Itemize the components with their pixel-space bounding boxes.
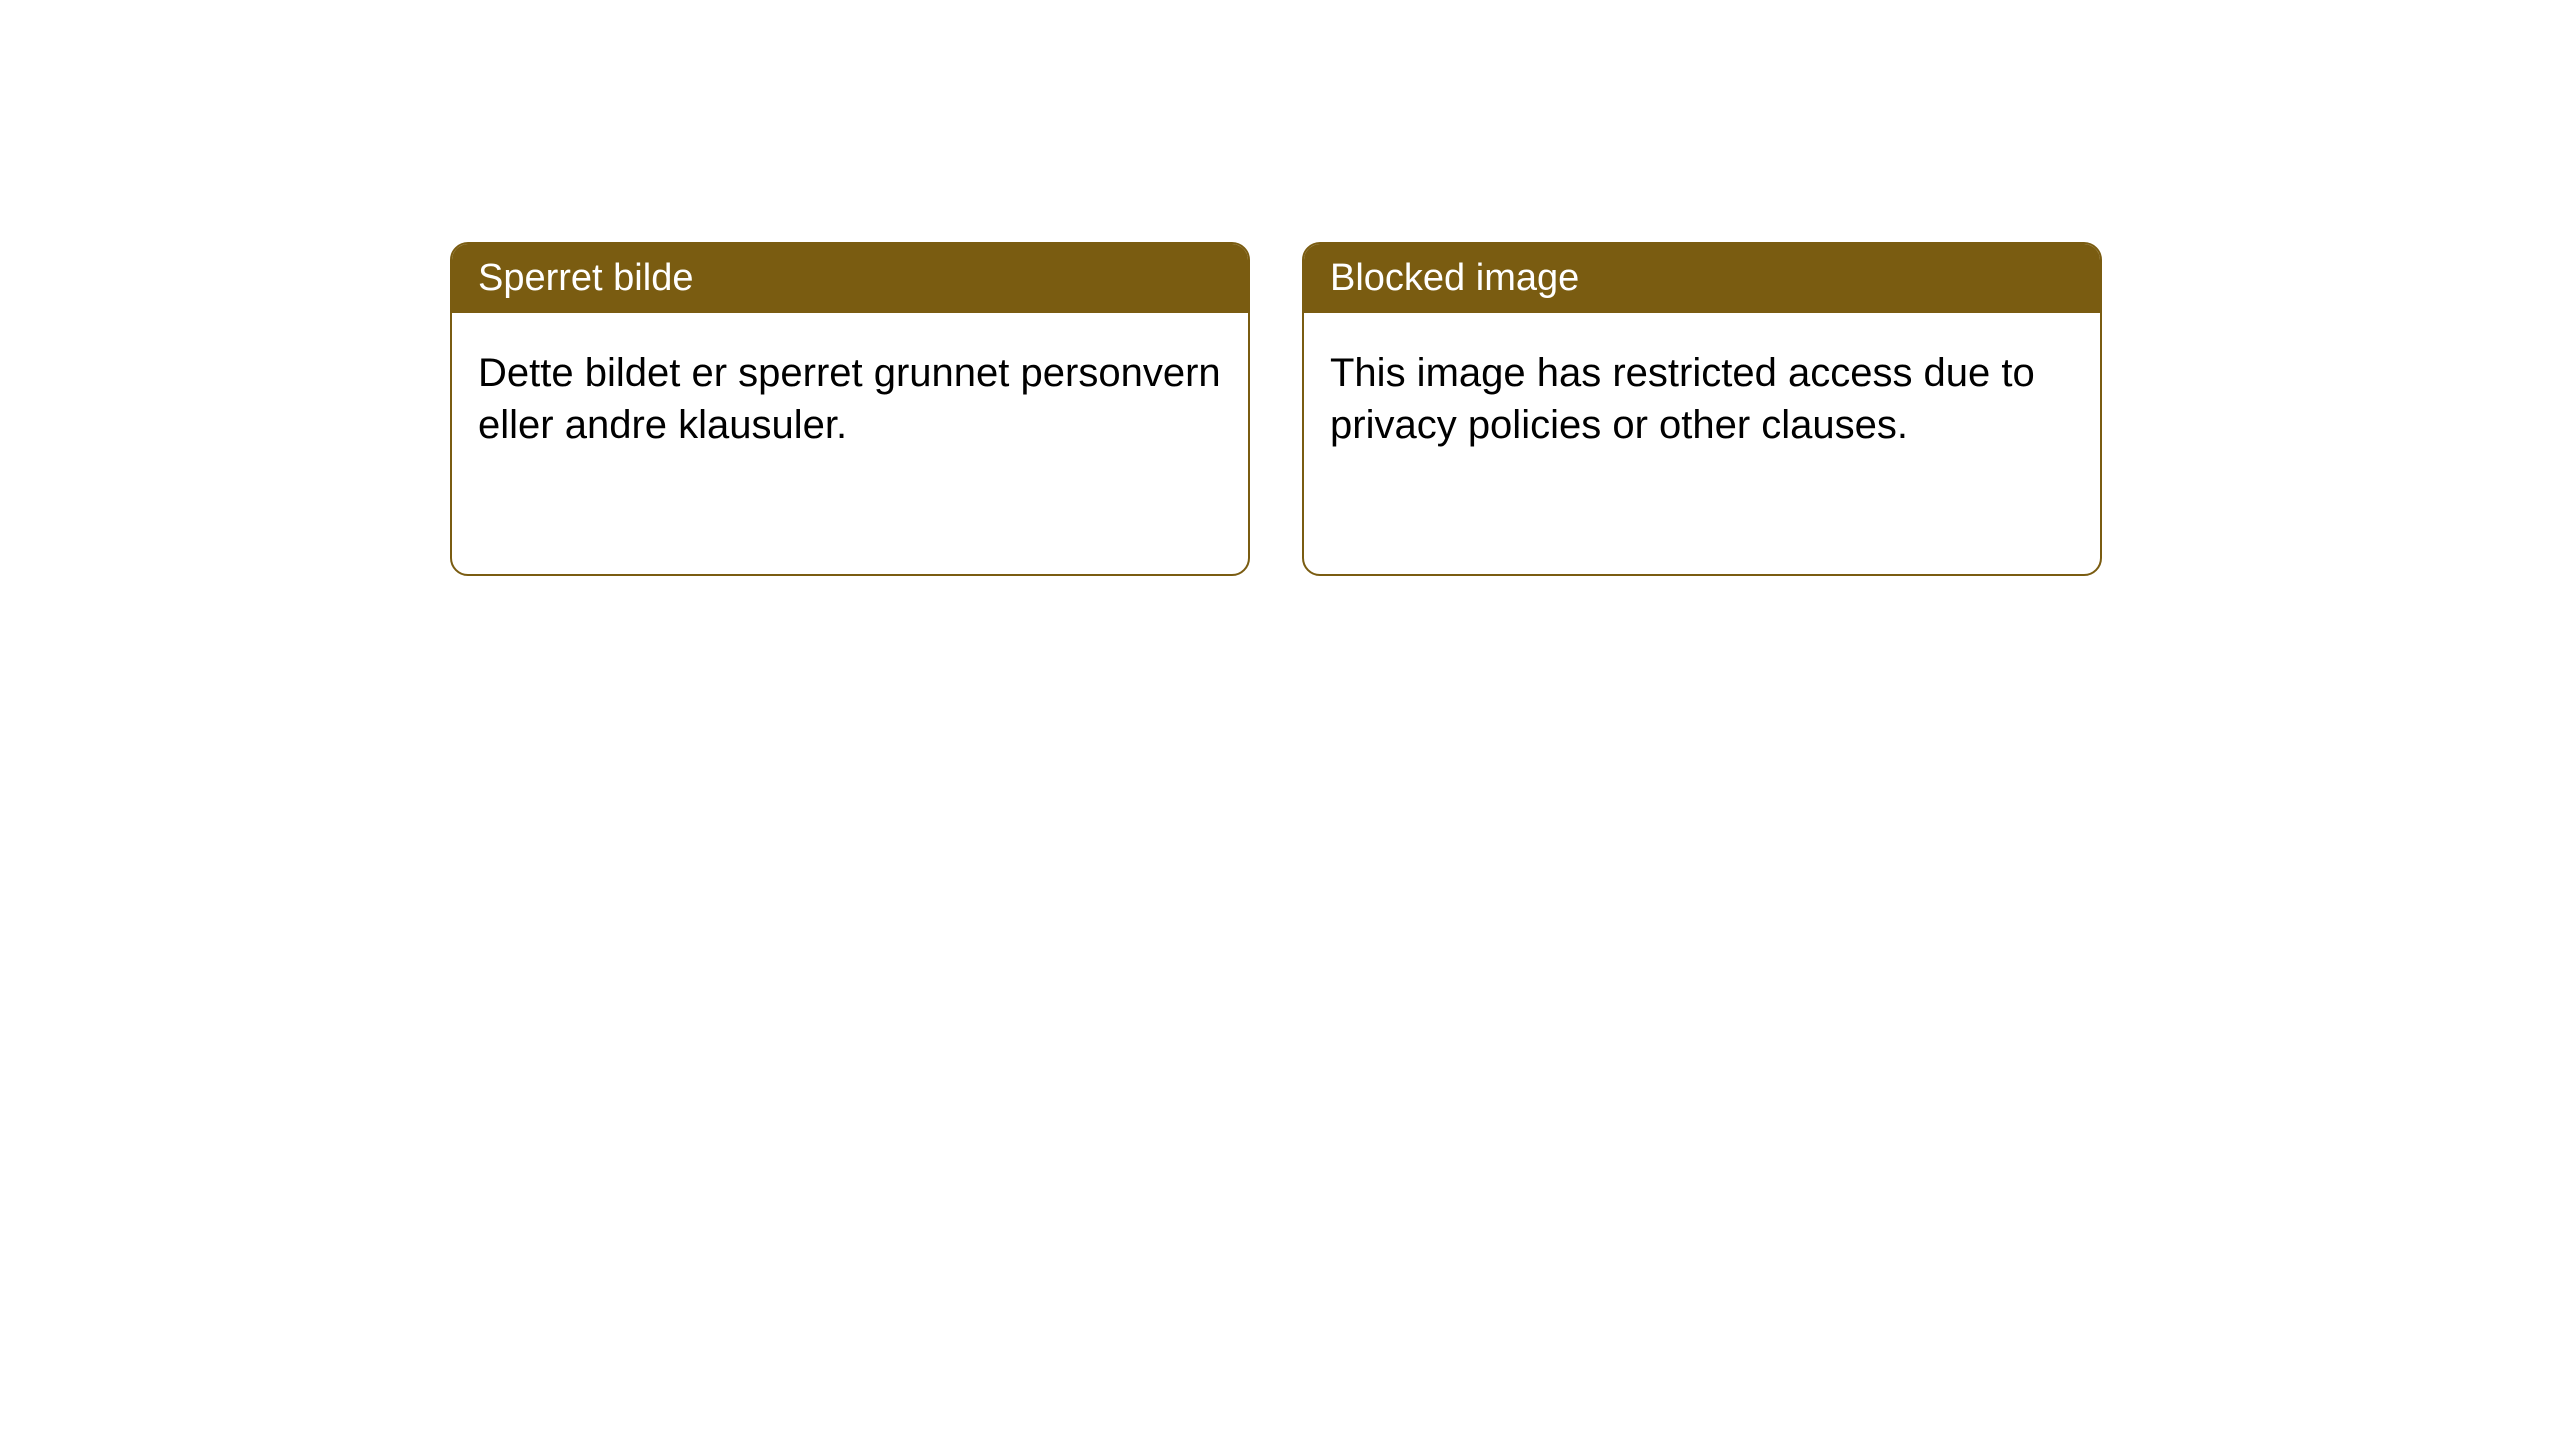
notice-card-norwegian: Sperret bilde Dette bildet er sperret gr… [450, 242, 1250, 576]
notice-header-text: Sperret bilde [478, 257, 693, 299]
notice-header: Sperret bilde [452, 244, 1248, 313]
notice-cards-container: Sperret bilde Dette bildet er sperret gr… [450, 242, 2560, 576]
notice-body-text: This image has restricted access due to … [1330, 351, 2035, 447]
notice-body: Dette bildet er sperret grunnet personve… [452, 313, 1248, 485]
notice-header: Blocked image [1304, 244, 2100, 313]
notice-header-text: Blocked image [1330, 257, 1579, 299]
notice-body-text: Dette bildet er sperret grunnet personve… [478, 351, 1221, 447]
notice-body: This image has restricted access due to … [1304, 313, 2100, 485]
notice-card-english: Blocked image This image has restricted … [1302, 242, 2102, 576]
